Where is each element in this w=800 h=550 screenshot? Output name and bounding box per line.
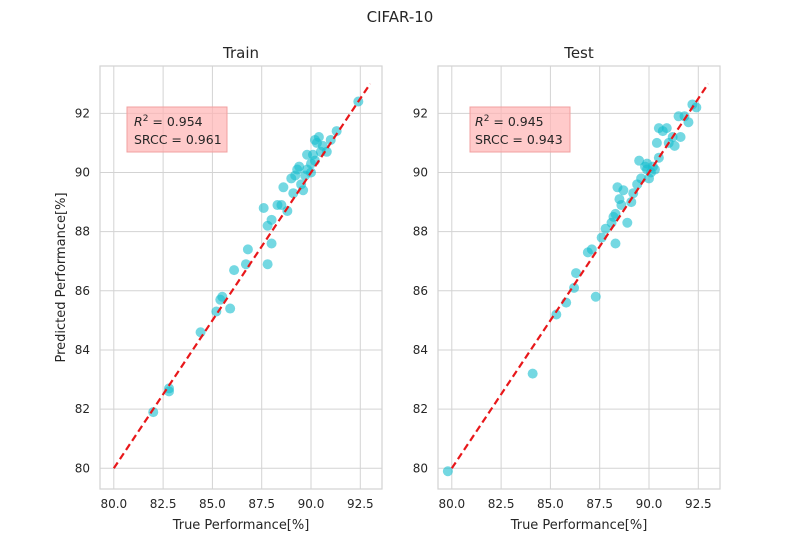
data-point <box>691 102 702 113</box>
plot-frame <box>99 65 383 490</box>
y-tick-label: 86 <box>75 284 90 298</box>
data-point <box>571 268 582 279</box>
r2-text: R2 = 0.954 <box>134 114 203 129</box>
data-point <box>442 466 453 477</box>
data-point <box>616 200 627 211</box>
x-tick-label: 82.5 <box>488 497 515 511</box>
x-tick-label: 87.5 <box>248 497 275 511</box>
data-point <box>294 161 305 172</box>
data-point <box>610 208 621 219</box>
train-panel: 80.0 82.5 85.0 87.5 90.0 92.5 80 82 84 86 88 90 92 Tr… <box>54 44 383 533</box>
x-tick-label: 92.5 <box>685 497 712 511</box>
y-tick-label: 90 <box>75 165 90 179</box>
r2-exponent: 2 <box>143 114 149 124</box>
data-point <box>610 238 621 249</box>
x-tick-label: 90.0 <box>298 497 325 511</box>
x-axis-label: True Performance[%] <box>510 518 648 533</box>
data-point <box>675 131 686 142</box>
data-point <box>266 214 277 225</box>
data-point <box>225 303 236 314</box>
data-point <box>148 407 159 418</box>
data-point <box>596 232 607 243</box>
data-point <box>288 188 299 199</box>
r2-text: R2 = 0.945 <box>475 114 544 129</box>
data-point <box>618 185 629 196</box>
r2-value: = 0.954 <box>148 114 202 129</box>
data-point <box>298 185 309 196</box>
data-point <box>586 244 597 255</box>
stats-box <box>126 106 228 153</box>
test-panel: 80.0 82.5 85.0 87.5 90.0 92.5 80 82 84 86 88 90 92 Te… <box>413 44 721 533</box>
y-tick-label: 92 <box>413 106 428 120</box>
y-tick-label: 80 <box>413 461 428 475</box>
data-point <box>229 265 240 276</box>
y-tick-label: 82 <box>75 402 90 416</box>
data-point <box>258 202 269 213</box>
plot-frame <box>437 65 721 490</box>
data-point <box>278 182 289 193</box>
y-tick-label: 80 <box>75 461 90 475</box>
panel-title: Train <box>222 44 259 62</box>
data-point <box>217 291 228 302</box>
y-tick-label: 86 <box>413 284 428 298</box>
x-tick-label: 87.5 <box>586 497 613 511</box>
x-tick-label: 80.0 <box>438 497 465 511</box>
data-point <box>242 244 253 255</box>
x-tick-label: 90.0 <box>636 497 663 511</box>
y-tick-label: 82 <box>413 402 428 416</box>
srcc-text: SRCC = 0.961 <box>134 132 222 147</box>
r2-value: = 0.945 <box>489 114 543 129</box>
x-tick-label: 85.0 <box>537 497 564 511</box>
r2-label: R <box>134 114 143 129</box>
data-point <box>622 217 633 228</box>
y-tick-label: 92 <box>75 106 90 120</box>
r2-exponent: 2 <box>484 114 490 124</box>
figure-suptitle: CIFAR-10 <box>367 8 434 26</box>
y-tick-label: 88 <box>413 225 428 239</box>
data-point <box>669 140 680 151</box>
data-point <box>649 164 660 175</box>
y-tick-label: 84 <box>75 343 90 357</box>
identity-line <box>112 83 372 469</box>
panel-title: Test <box>563 44 594 62</box>
data-point <box>262 259 273 270</box>
data-point <box>527 368 538 379</box>
data-point <box>626 197 637 208</box>
data-point <box>661 123 672 134</box>
x-tick-label: 80.0 <box>100 497 127 511</box>
x-tick-label: 82.5 <box>150 497 177 511</box>
y-tick-label: 88 <box>75 225 90 239</box>
srcc-text: SRCC = 0.943 <box>475 132 563 147</box>
data-point <box>282 205 293 216</box>
data-point <box>266 238 277 249</box>
x-axis-label: True Performance[%] <box>172 518 310 533</box>
y-tick-label: 84 <box>413 343 428 357</box>
data-point <box>683 117 694 128</box>
data-point <box>313 131 324 142</box>
x-tick-label: 85.0 <box>199 497 226 511</box>
x-tick-label: 92.5 <box>347 497 374 511</box>
data-point <box>195 327 206 338</box>
r2-label: R <box>475 114 484 129</box>
data-point <box>651 137 662 148</box>
y-tick-label: 90 <box>413 165 428 179</box>
y-axis-label: Predicted Performance[%] <box>54 192 69 362</box>
data-point <box>590 291 601 302</box>
stats-box <box>469 106 571 153</box>
identity-line <box>450 83 710 469</box>
